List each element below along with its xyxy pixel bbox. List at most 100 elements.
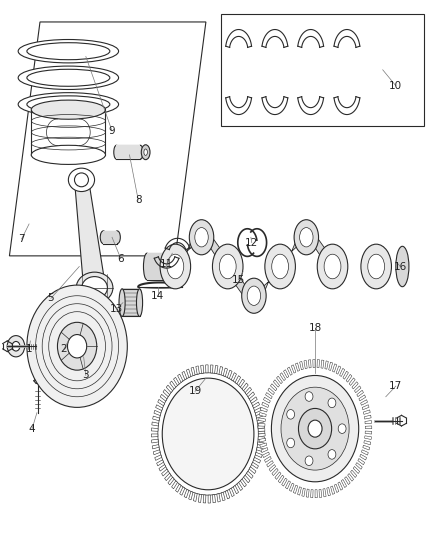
Ellipse shape — [18, 39, 119, 63]
Polygon shape — [286, 481, 290, 489]
Polygon shape — [264, 397, 270, 403]
Polygon shape — [339, 368, 345, 376]
Polygon shape — [295, 363, 300, 372]
Ellipse shape — [27, 285, 127, 407]
Polygon shape — [198, 494, 201, 503]
Ellipse shape — [119, 289, 125, 317]
Text: 4: 4 — [29, 424, 35, 434]
Ellipse shape — [160, 244, 191, 289]
Polygon shape — [331, 486, 335, 495]
Polygon shape — [196, 366, 199, 374]
Polygon shape — [338, 482, 343, 490]
Ellipse shape — [167, 254, 184, 279]
Polygon shape — [223, 368, 227, 376]
Polygon shape — [259, 413, 266, 417]
Polygon shape — [215, 366, 218, 374]
Polygon shape — [152, 422, 159, 426]
Polygon shape — [257, 419, 264, 423]
Ellipse shape — [396, 246, 409, 287]
Ellipse shape — [305, 456, 313, 465]
Polygon shape — [235, 376, 240, 384]
Polygon shape — [201, 365, 204, 373]
Polygon shape — [348, 473, 353, 481]
Polygon shape — [160, 394, 167, 401]
Polygon shape — [157, 460, 163, 466]
Ellipse shape — [361, 244, 392, 289]
Polygon shape — [363, 445, 370, 450]
Polygon shape — [325, 361, 328, 369]
Polygon shape — [155, 455, 162, 461]
Ellipse shape — [27, 43, 110, 60]
Text: 3: 3 — [82, 370, 89, 381]
Ellipse shape — [74, 173, 88, 187]
Polygon shape — [328, 362, 332, 370]
Polygon shape — [359, 395, 366, 401]
Polygon shape — [205, 365, 208, 373]
Ellipse shape — [141, 145, 150, 160]
Polygon shape — [365, 421, 371, 424]
Polygon shape — [258, 429, 265, 431]
Polygon shape — [272, 469, 278, 475]
Polygon shape — [262, 402, 268, 408]
Ellipse shape — [368, 254, 385, 279]
Polygon shape — [253, 402, 260, 408]
Bar — [147, 253, 171, 280]
Bar — [117, 146, 141, 159]
Polygon shape — [364, 441, 371, 445]
Polygon shape — [259, 438, 266, 442]
Polygon shape — [225, 490, 230, 499]
Polygon shape — [282, 478, 287, 486]
Polygon shape — [306, 489, 309, 497]
Polygon shape — [162, 469, 168, 476]
Polygon shape — [212, 495, 215, 503]
Polygon shape — [208, 495, 211, 503]
Polygon shape — [360, 400, 367, 405]
Ellipse shape — [12, 342, 20, 351]
Ellipse shape — [100, 231, 106, 244]
Ellipse shape — [138, 146, 143, 159]
Polygon shape — [346, 374, 352, 382]
Polygon shape — [358, 458, 364, 465]
Text: 11: 11 — [160, 259, 173, 269]
Polygon shape — [258, 431, 265, 434]
Polygon shape — [263, 452, 269, 457]
Polygon shape — [194, 493, 197, 502]
Polygon shape — [268, 388, 275, 394]
Polygon shape — [365, 426, 372, 429]
Polygon shape — [155, 405, 162, 410]
Ellipse shape — [328, 450, 336, 459]
Polygon shape — [304, 360, 307, 369]
Polygon shape — [260, 266, 286, 302]
Text: 2: 2 — [61, 344, 67, 354]
Ellipse shape — [328, 398, 336, 408]
Polygon shape — [283, 370, 289, 378]
Polygon shape — [151, 434, 158, 437]
Ellipse shape — [68, 168, 95, 191]
Polygon shape — [265, 392, 272, 399]
Ellipse shape — [272, 254, 289, 279]
Polygon shape — [239, 379, 244, 387]
Ellipse shape — [144, 253, 150, 280]
Polygon shape — [255, 453, 262, 458]
Ellipse shape — [76, 272, 113, 303]
Polygon shape — [254, 408, 261, 413]
Polygon shape — [317, 360, 319, 368]
Polygon shape — [315, 490, 317, 498]
Polygon shape — [302, 488, 305, 496]
Text: 10: 10 — [389, 81, 403, 91]
Polygon shape — [186, 369, 191, 377]
Bar — [221, 14, 424, 126]
Ellipse shape — [18, 93, 119, 116]
Polygon shape — [254, 457, 261, 463]
Polygon shape — [257, 447, 264, 452]
Polygon shape — [227, 370, 232, 378]
Ellipse shape — [82, 277, 107, 299]
Polygon shape — [323, 489, 326, 497]
Polygon shape — [153, 450, 160, 455]
Polygon shape — [265, 456, 271, 463]
Polygon shape — [364, 410, 370, 414]
Polygon shape — [158, 399, 165, 406]
Polygon shape — [230, 488, 234, 497]
Polygon shape — [221, 492, 225, 500]
Polygon shape — [173, 377, 179, 385]
